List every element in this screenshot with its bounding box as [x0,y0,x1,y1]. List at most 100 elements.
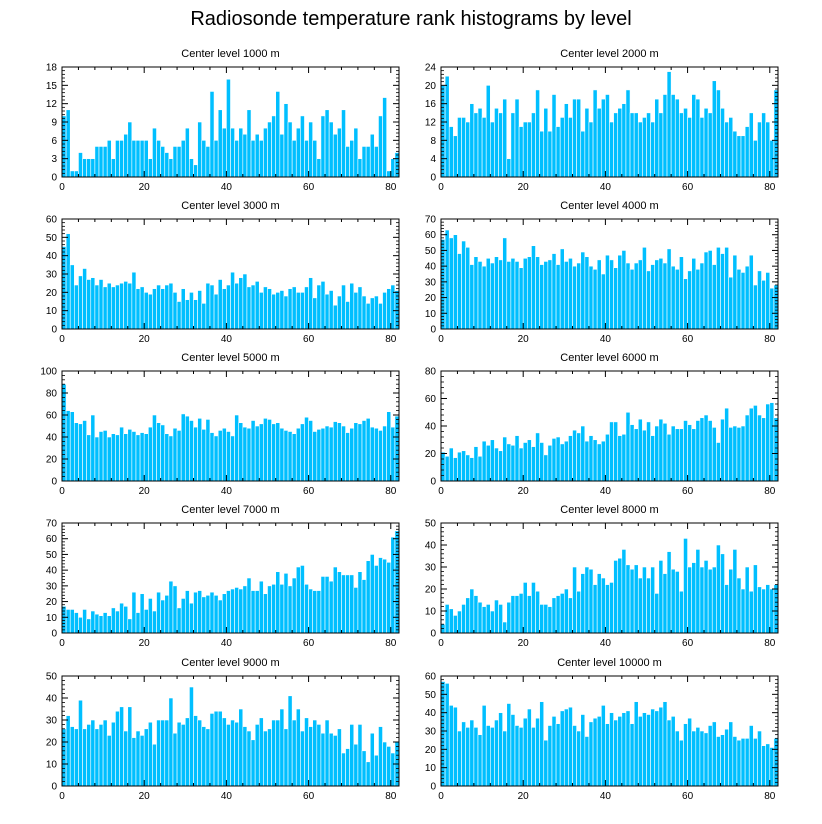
histogram-bar [625,411,631,482]
histogram-bar [164,152,170,178]
histogram-bar [139,593,145,634]
x-tick-label: 20 [139,638,151,649]
histogram-bar [263,127,268,178]
histogram-bar [753,405,758,482]
histogram-bar [687,270,692,330]
histogram-bar [637,259,643,330]
histogram-bar [98,724,104,787]
histogram-bar [254,133,260,178]
histogram-bar [490,262,495,330]
histogram-bar [250,284,256,330]
histogram-bar [724,728,729,787]
histogram-bar [728,117,734,178]
x-tick-label: 20 [139,334,151,345]
histogram-bar [580,425,586,482]
histogram-bar [324,425,330,482]
histogram-bar [683,107,688,178]
histogram-bar [209,91,215,178]
histogram-bar [197,290,203,330]
histogram-bar [291,140,297,178]
histogram-bar [724,121,729,178]
y-tick-label: 40 [425,541,437,552]
histogram-bar [135,730,141,787]
histogram-bar [498,604,503,634]
y-tick-label: 0 [430,477,436,488]
histogram-bar [345,146,350,178]
histogram-bar [86,279,92,330]
histogram-bar [502,730,508,787]
x-tick-label: 80 [385,486,397,497]
histogram-bar [279,133,285,178]
histogram-bar [209,284,215,330]
y-tick-label: 6 [51,136,57,147]
x-tick-label: 40 [221,486,233,497]
histogram-bar [707,250,713,330]
histogram-bar [184,127,190,178]
histogram-bar [563,440,569,482]
histogram-bar [572,725,577,787]
histogram-bar [300,115,305,178]
histogram-bar [691,428,697,482]
histogram-bar [547,606,553,634]
y-tick-label: 60 [46,215,58,226]
histogram-bar [378,430,383,482]
histogram-bar [106,735,112,787]
histogram-bar [568,435,573,482]
histogram-bar [131,431,137,482]
histogram-bar [357,286,363,330]
histogram-bar [102,612,108,634]
histogram-bar [531,582,536,634]
histogram-bar [378,726,383,787]
histogram-bar [707,725,713,787]
panel-title: Center level 10000 m [557,657,662,669]
histogram-bar [102,286,108,330]
histogram-bar [189,420,194,482]
histogram-bar [469,264,475,330]
histogram-bar [596,107,602,178]
histogram-bar [469,457,475,482]
y-tick-label: 0 [51,325,57,336]
histogram-bar [287,121,293,178]
y-tick-label: 60 [425,394,437,405]
panel-title: Center level 6000 m [560,352,658,364]
histogram-bar [600,273,606,330]
histogram-bar [74,170,79,178]
histogram-bar [637,716,643,787]
histogram-bar [518,126,524,178]
y-tick-label: 0 [51,629,57,640]
y-tick-label: 18 [46,63,58,74]
histogram-bar [263,286,268,330]
histogram-bar [633,564,639,634]
histogram-bar [551,438,557,482]
histogram-bar [448,705,454,787]
y-tick-label: 20 [46,288,58,299]
histogram-bar [201,303,207,330]
histogram-bar [316,158,322,178]
histogram-bar [588,435,594,482]
histogram-bar [353,587,359,634]
histogram-bar [234,414,240,482]
histogram-bar [156,422,161,482]
y-tick-label: 30 [425,277,437,288]
histogram-bar [691,257,697,330]
histogram-bar [666,433,672,482]
histogram-bar [69,609,75,634]
histogram-bar [481,705,487,787]
histogram-bar [143,433,149,482]
histogram-bar [617,716,623,787]
x-tick-label: 40 [600,334,612,345]
histogram-bar [683,723,688,787]
histogram-bar [576,590,582,634]
histogram-bar [514,98,520,178]
histogram-bar [180,140,186,178]
histogram-bar [506,601,512,634]
x-tick-label: 60 [682,638,694,649]
x-tick-label: 60 [303,334,315,345]
histogram-bar [584,107,590,178]
histogram-bar [69,170,75,178]
histogram-bar [761,279,766,330]
histogram-bar [390,426,396,482]
y-tick-label: 50 [46,233,58,244]
histogram-bar [201,726,207,787]
histogram-bar [588,121,594,178]
